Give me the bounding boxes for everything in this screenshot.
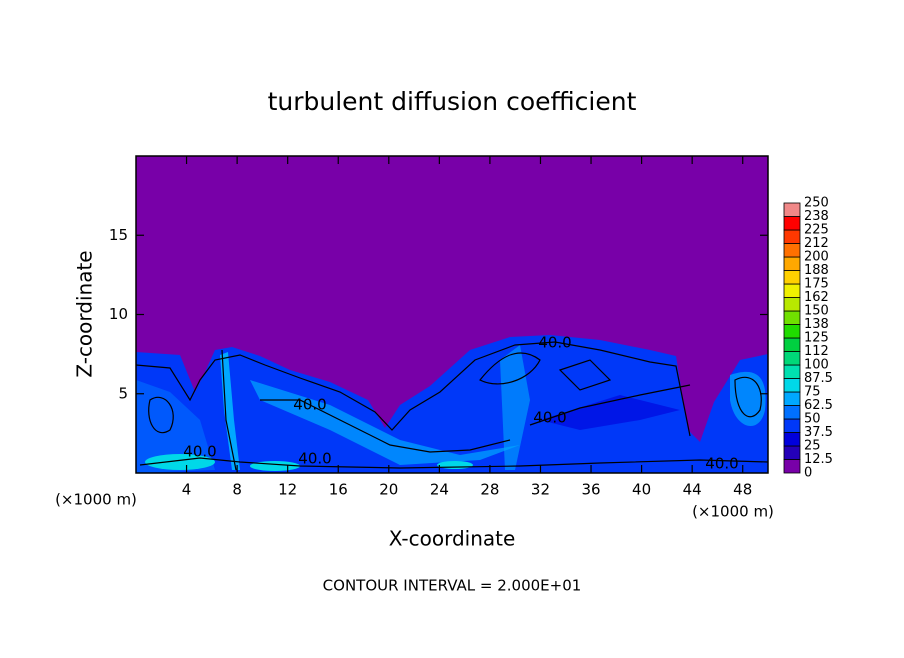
contour-interval-note: CONTOUR INTERVAL = 2.000E+01 bbox=[323, 577, 582, 595]
field-region bbox=[250, 380, 520, 465]
colorbar-label: 225 bbox=[804, 223, 829, 238]
colorbar-segment bbox=[783, 459, 801, 474]
x-tick-label: 28 bbox=[480, 481, 499, 499]
colorbar-label: 175 bbox=[804, 277, 829, 292]
colorbar-segment bbox=[783, 229, 801, 244]
field-region bbox=[500, 345, 530, 470]
x-tick-label: 32 bbox=[531, 481, 550, 499]
colorbar-segment bbox=[783, 378, 801, 393]
colorbar-label: 50 bbox=[804, 412, 821, 427]
colorbar-segment bbox=[783, 445, 801, 460]
colorbar-segment bbox=[783, 337, 801, 352]
colorbar-label: 150 bbox=[804, 304, 829, 319]
field-region bbox=[136, 380, 215, 473]
colorbar-label: 188 bbox=[804, 263, 829, 278]
x-tick-label: 24 bbox=[430, 481, 449, 499]
contour-lines bbox=[135, 341, 769, 471]
colorbar-label: 125 bbox=[804, 331, 829, 346]
colorbar-label: 212 bbox=[804, 236, 829, 251]
colorbar-label: 238 bbox=[804, 209, 829, 224]
x-tick-label: 36 bbox=[581, 481, 600, 499]
colorbar-segment bbox=[783, 324, 801, 339]
colorbar-segment bbox=[783, 351, 801, 366]
colorbar-segment bbox=[783, 405, 801, 420]
x-tick-label: 40 bbox=[632, 481, 651, 499]
y-tick-label: 10 bbox=[109, 305, 128, 323]
x-tick-label: 8 bbox=[232, 481, 242, 499]
x-tick-label: 48 bbox=[733, 481, 752, 499]
x-tick-label: 4 bbox=[182, 481, 192, 499]
colorbar-segment bbox=[783, 270, 801, 285]
colorbar-label: 250 bbox=[804, 196, 829, 211]
contour-label: 40.0 bbox=[538, 334, 571, 352]
x-unit-label: (×1000 m) bbox=[692, 503, 774, 521]
colorbar-label: 25 bbox=[804, 439, 821, 454]
colorbar-label: 162 bbox=[804, 290, 829, 305]
colorbar-label: 62.5 bbox=[804, 398, 833, 413]
y-tick-label: 15 bbox=[109, 226, 128, 244]
colorbar-label: 37.5 bbox=[804, 425, 833, 440]
field-region bbox=[136, 335, 768, 473]
contour-label: 40.0 bbox=[298, 450, 331, 468]
colorbar-segment bbox=[783, 364, 801, 379]
colorbar-label: 138 bbox=[804, 317, 829, 332]
colorbar-segment bbox=[783, 283, 801, 298]
colorbar-segment bbox=[783, 391, 801, 406]
colorbar-label: 112 bbox=[804, 344, 829, 359]
x-unit-label: (×1000 m) bbox=[55, 491, 137, 509]
y-tick-label: 5 bbox=[118, 384, 128, 402]
x-tick-label: 20 bbox=[379, 481, 398, 499]
contour-label: 40.0 bbox=[533, 409, 566, 427]
colorbar-segment bbox=[783, 256, 801, 271]
colorbar-segment bbox=[783, 297, 801, 312]
x-tick-label: 12 bbox=[278, 481, 297, 499]
colorbar-label: 87.5 bbox=[804, 371, 833, 386]
colorbar-segment bbox=[783, 418, 801, 433]
colorbar-segment bbox=[783, 310, 801, 325]
colorbar-label: 0 bbox=[804, 466, 812, 481]
field-region bbox=[730, 371, 766, 427]
colorbar-label: 100 bbox=[804, 358, 829, 373]
field-region bbox=[220, 352, 240, 470]
contour-label: 40.0 bbox=[293, 396, 326, 414]
colorbar-label: 75 bbox=[804, 385, 821, 400]
x-tick-label: 16 bbox=[329, 481, 348, 499]
contour-label: 40.0 bbox=[705, 455, 738, 473]
colorbar-segment bbox=[783, 216, 801, 231]
colorbar-label: 12.5 bbox=[804, 452, 833, 467]
colorbar-segment bbox=[783, 432, 801, 447]
contour-label: 40.0 bbox=[183, 443, 216, 461]
field: 40.0 40.0 40.0 40.0 40.0 40.0 bbox=[135, 156, 769, 473]
x-tick-label: 44 bbox=[683, 481, 702, 499]
chart-title: turbulent diffusion coefficient bbox=[268, 87, 637, 116]
colorbar-segment bbox=[783, 243, 801, 258]
colorbar-segment bbox=[783, 202, 801, 217]
colorbar-label: 200 bbox=[804, 250, 829, 265]
field-region bbox=[540, 395, 680, 430]
x-axis-label: X-coordinate bbox=[389, 527, 516, 551]
y-axis-label: Z-coordinate bbox=[73, 250, 97, 377]
